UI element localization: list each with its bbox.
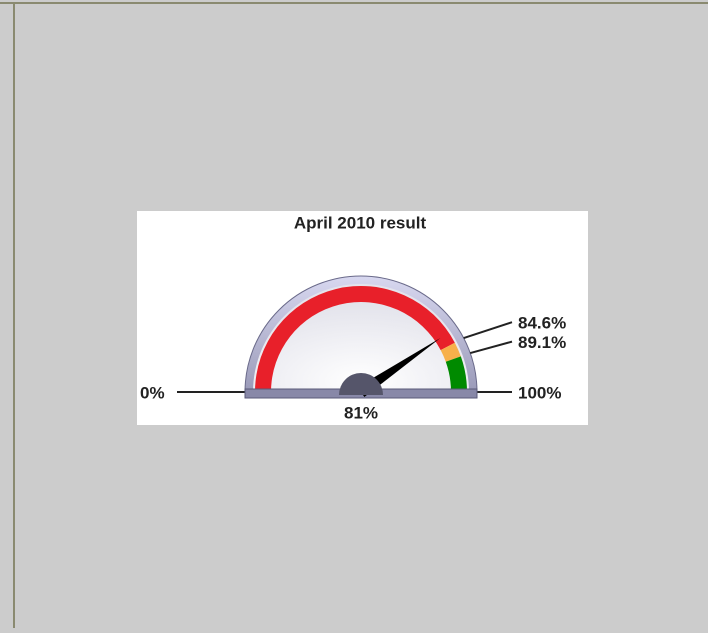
tick-leader bbox=[470, 340, 513, 355]
tick-label: 89.1% bbox=[518, 333, 566, 352]
gauge: 0% 84.6%89.1% 100% 81% bbox=[140, 275, 566, 422]
gauge-band bbox=[255, 285, 455, 392]
tick-label: 100% bbox=[518, 383, 561, 402]
tick-leader bbox=[463, 321, 513, 339]
value-label: 81% bbox=[344, 403, 378, 422]
tick-label: 84.6% bbox=[518, 314, 566, 333]
gauge-band bbox=[445, 356, 467, 392]
gauge-band bbox=[440, 342, 461, 362]
tick-label: 0% bbox=[140, 383, 165, 402]
chart-title: April 2010 result bbox=[294, 213, 427, 232]
needle-hub bbox=[339, 373, 383, 395]
